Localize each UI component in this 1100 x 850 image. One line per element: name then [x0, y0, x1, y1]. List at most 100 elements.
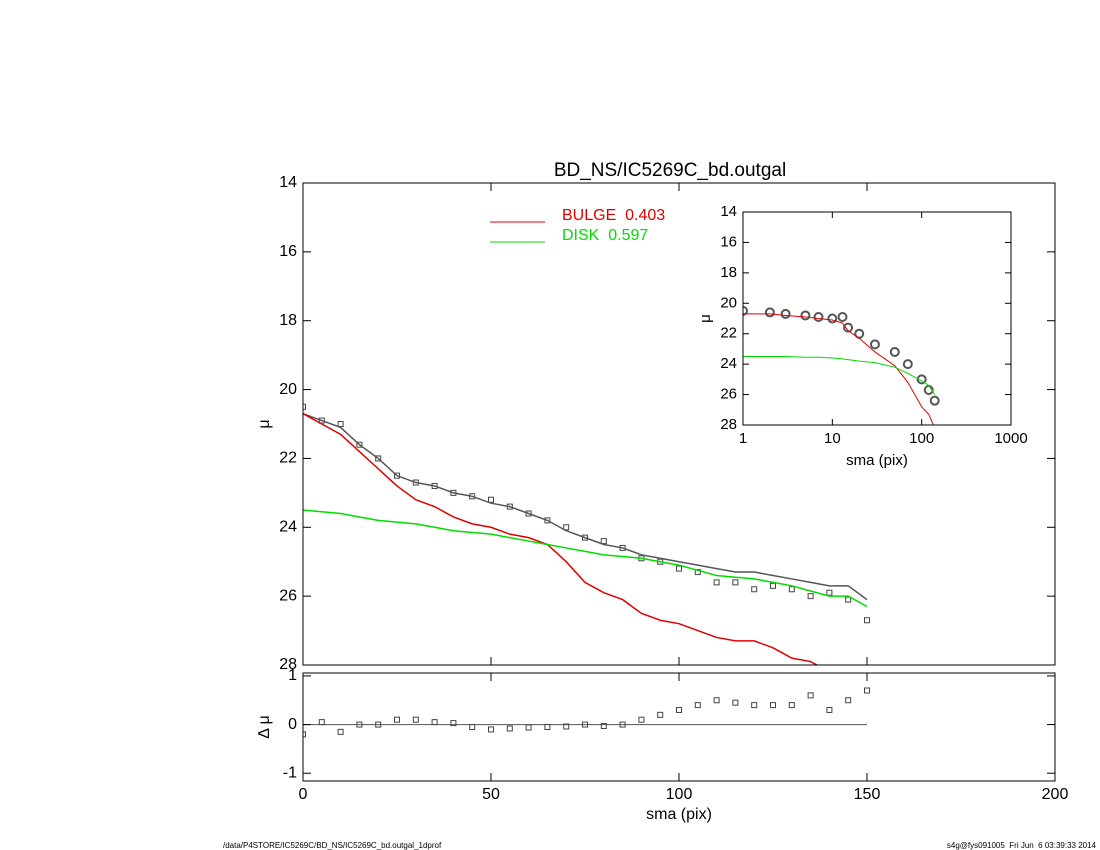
y-tick-label: 20	[279, 381, 297, 398]
data-point	[303, 403, 306, 410]
data-point	[751, 702, 758, 709]
data-point	[845, 596, 852, 603]
data-point	[837, 311, 848, 322]
y-tick-label: 26	[720, 386, 737, 403]
data-point	[525, 510, 532, 517]
data-point	[375, 455, 382, 462]
data-point	[356, 721, 363, 728]
y-tick-label: 22	[279, 450, 297, 467]
data-point	[544, 724, 551, 730]
data-point	[800, 310, 811, 321]
x-axis-label: sma (pix)	[846, 452, 908, 469]
y-tick-label: 24	[279, 519, 297, 536]
y-axis-label: μ	[697, 314, 714, 323]
data-point	[807, 593, 814, 600]
data-point	[788, 586, 795, 593]
data-point	[544, 517, 551, 524]
data-point	[916, 374, 927, 385]
data-point	[600, 723, 607, 730]
model-line	[743, 313, 934, 425]
y-tick-label: 18	[279, 312, 297, 329]
data-point	[337, 728, 344, 735]
data-point	[694, 702, 701, 709]
data-point	[889, 346, 900, 357]
y-tick-label: 28	[279, 656, 297, 673]
x-tick-label: 200	[1042, 786, 1069, 803]
data-point	[713, 579, 720, 586]
data-point	[751, 586, 758, 593]
data-point	[619, 721, 626, 728]
data-point	[318, 719, 325, 726]
data-point	[450, 720, 457, 727]
data-point	[864, 617, 870, 624]
x-tick-label: 1	[739, 430, 747, 447]
data-point	[713, 697, 720, 704]
x-tick-label: 1000	[994, 430, 1027, 447]
y-tick-label: 1	[288, 667, 297, 684]
x-tick-label: 100	[909, 430, 934, 447]
x-tick-label: 150	[854, 786, 881, 803]
data-point	[845, 697, 852, 704]
y-tick-label: 16	[279, 243, 297, 260]
chart-title: BD_NS/IC5269C_bd.outgal	[554, 160, 786, 181]
data-point	[869, 339, 880, 350]
footer-right: s4g@fys091005 Fri Jun 6 03:39:33 2014	[947, 841, 1097, 850]
footer-left: /data/P4STORE/IC5269C/BD_NS/IC5269C_bd.o…	[223, 841, 442, 850]
plot-frame	[742, 211, 1012, 426]
x-tick-label: 0	[299, 786, 308, 803]
y-tick-label: 14	[279, 174, 297, 191]
y-tick-label: 18	[720, 264, 737, 281]
model-line	[743, 356, 936, 395]
data-point	[469, 724, 476, 730]
data-point	[318, 417, 325, 424]
data-point	[826, 589, 833, 596]
data-point	[657, 711, 664, 718]
y-axis-label: Δ μ	[256, 715, 273, 738]
model-line	[303, 509, 868, 608]
y-axis-label: μ	[256, 419, 273, 428]
x-tick-label: 50	[482, 786, 500, 803]
data-point	[780, 308, 791, 319]
data-point	[864, 687, 870, 694]
plot-area	[743, 305, 940, 425]
legend-label: DISK 0.597	[562, 227, 648, 244]
data-point	[676, 565, 682, 572]
data-point	[826, 706, 833, 713]
data-point	[843, 322, 854, 333]
plot-area	[303, 687, 870, 738]
data-point	[770, 702, 776, 709]
data-point	[732, 579, 739, 586]
plot-area	[303, 403, 870, 665]
data-point	[902, 359, 913, 370]
data-point	[563, 723, 570, 730]
x-tick-label: 10	[824, 430, 841, 447]
data-point	[732, 699, 739, 706]
data-point	[488, 726, 494, 733]
data-point	[743, 305, 748, 316]
model-line	[303, 413, 819, 665]
data-point	[563, 524, 570, 531]
data-point	[676, 706, 682, 713]
y-tick-label: 26	[279, 587, 297, 604]
data-point	[506, 725, 513, 732]
legend-label: BULGE 0.403	[562, 207, 665, 224]
data-point	[788, 702, 795, 709]
y-tick-label: -1	[283, 764, 297, 781]
data-point	[694, 569, 701, 576]
data-point	[813, 311, 824, 322]
data-point	[807, 692, 814, 699]
data-point	[582, 721, 588, 728]
data-point	[770, 582, 776, 589]
y-tick-label: 14	[720, 203, 737, 220]
x-axis-label: sma (pix)	[646, 806, 712, 823]
data-point	[638, 716, 645, 723]
data-point	[600, 538, 607, 545]
data-point	[375, 721, 382, 728]
y-tick-label: 28	[720, 416, 737, 433]
data-point	[582, 534, 588, 541]
model-line	[303, 412, 868, 601]
data-point	[929, 395, 940, 406]
data-point	[337, 421, 344, 427]
